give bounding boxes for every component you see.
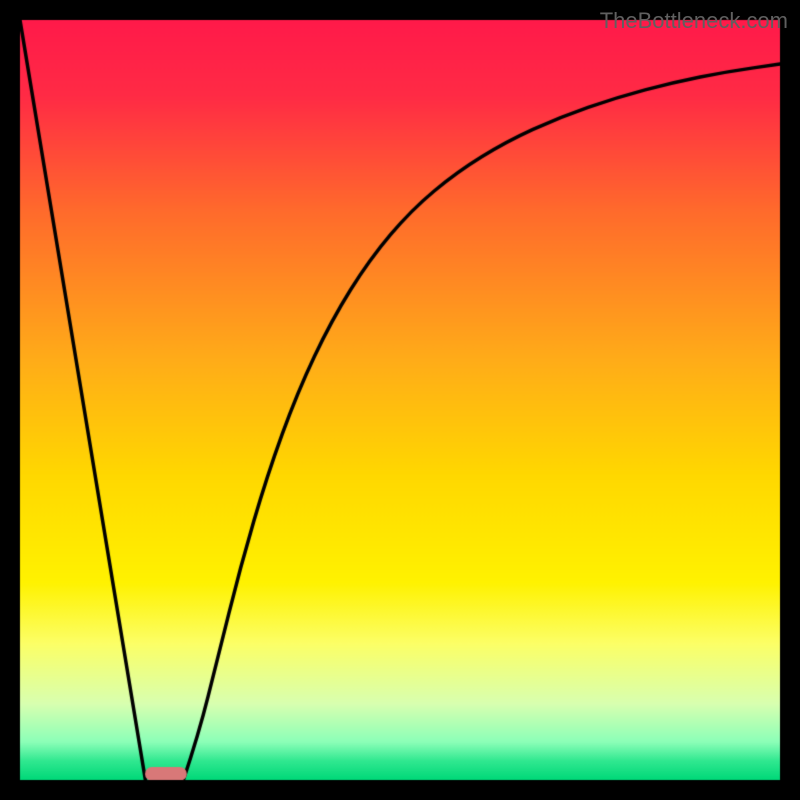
watermark-text: TheBottleneck.com — [600, 8, 788, 34]
bottleneck-chart — [0, 0, 800, 800]
chart-container: TheBottleneck.com — [0, 0, 800, 800]
